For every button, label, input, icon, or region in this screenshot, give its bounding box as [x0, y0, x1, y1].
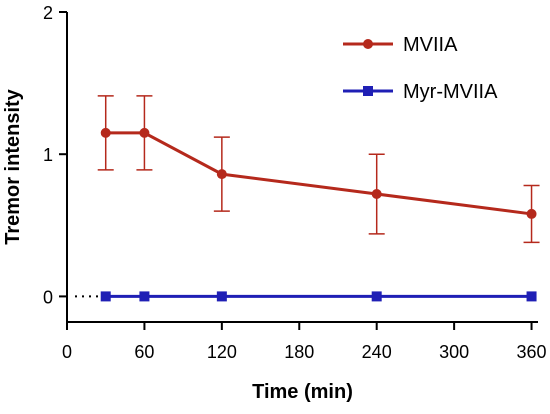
x-tick-label: 180 — [284, 342, 314, 362]
plot-area: 0 1 2 0 60 120 180 240 300 360 — [43, 3, 547, 362]
legend-label: MVIIA — [403, 34, 458, 56]
x-tick-label: 60 — [134, 342, 154, 362]
data-point — [371, 189, 382, 200]
y-tick-label: 2 — [43, 3, 53, 23]
data-point — [371, 291, 382, 302]
x-tick-label: 300 — [439, 342, 469, 362]
data-point — [216, 291, 227, 302]
data-point — [216, 169, 227, 180]
series-layer — [97, 95, 540, 302]
series-line — [105, 131, 532, 216]
legend-marker — [363, 86, 373, 96]
x-tick-label: 240 — [362, 342, 392, 362]
x-axis-title: Time (min) — [252, 381, 353, 403]
data-point — [100, 127, 111, 138]
y-axis-title: Tremor intensity — [2, 88, 24, 244]
series-1 — [100, 291, 537, 302]
data-point — [526, 291, 537, 302]
x-tick-label: 0 — [62, 342, 72, 362]
y-tick-label: 0 — [43, 287, 53, 307]
data-point — [526, 208, 537, 219]
x-tick-label: 360 — [517, 342, 547, 362]
y-axis-ticks: 0 1 2 — [43, 3, 67, 307]
data-point — [100, 291, 111, 302]
legend-marker — [363, 39, 373, 49]
x-axis-ticks: 0 60 120 180 240 300 360 — [62, 322, 547, 362]
legend-item: MVIIA — [343, 34, 458, 56]
y-tick-label: 1 — [43, 145, 53, 165]
data-point — [139, 127, 150, 138]
data-point — [139, 291, 150, 302]
series-0 — [97, 95, 540, 244]
legend-item: Myr-MVIIA — [343, 81, 498, 103]
legend-label: Myr-MVIIA — [403, 81, 498, 103]
legend: MVIIA Myr-MVIIA — [343, 34, 498, 103]
x-tick-label: 120 — [207, 342, 237, 362]
